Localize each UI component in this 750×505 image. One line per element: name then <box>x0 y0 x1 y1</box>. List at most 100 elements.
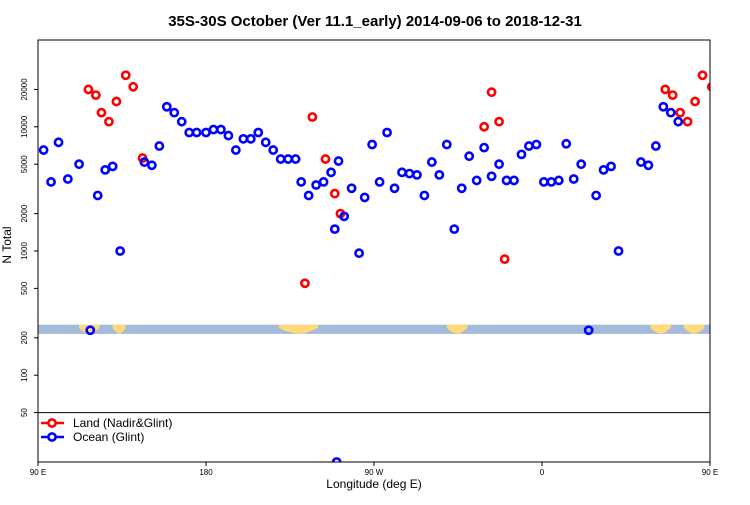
point-ocean-glint <box>268 145 279 155</box>
point-ocean-glint <box>389 183 400 194</box>
point-ocean-glint <box>290 154 301 164</box>
y-tick-label: 2000 <box>20 204 29 222</box>
ocean-band <box>38 324 710 334</box>
point-ocean-glint <box>434 169 445 180</box>
x-axis-label: Longitude (deg E) <box>326 477 421 491</box>
x-tick-label: 90 W <box>365 468 384 477</box>
point-ocean-glint <box>115 246 126 256</box>
point-ocean-glint <box>311 180 322 190</box>
land-segment <box>278 324 318 334</box>
point-ocean-glint <box>107 161 118 172</box>
point-ocean-glint <box>184 127 195 138</box>
point-ocean-glint <box>339 211 350 222</box>
point-ocean-glint <box>382 127 392 138</box>
point-ocean-glint <box>223 130 234 141</box>
point-ocean-glint <box>449 224 460 235</box>
point-land-nadir-glint <box>486 87 497 98</box>
point-ocean-glint <box>598 164 609 175</box>
point-ocean-glint <box>201 127 211 138</box>
point-ocean-glint <box>62 174 73 184</box>
point-ocean-glint <box>253 127 264 138</box>
x-tick-label: 90 E <box>30 468 46 477</box>
point-ocean-glint <box>359 192 370 203</box>
point-ocean-glint <box>494 159 504 170</box>
x-tick-label: 0 <box>540 468 545 477</box>
point-ocean-glint <box>100 164 111 175</box>
point-ocean-glint <box>426 157 437 167</box>
point-ocean-glint <box>326 167 336 178</box>
point-ocean-glint <box>283 154 294 164</box>
point-land-nadir-glint <box>300 278 310 289</box>
point-land-nadir-glint <box>120 70 131 81</box>
point-ocean-glint <box>53 137 64 148</box>
point-land-nadir-glint <box>96 107 107 118</box>
point-ocean-glint <box>546 177 557 187</box>
land-segment <box>683 324 705 334</box>
point-ocean-glint <box>658 101 669 112</box>
point-land-nadir-glint <box>682 116 693 127</box>
point-ocean-glint <box>260 137 271 148</box>
point-ocean-glint <box>176 116 187 127</box>
point-land-nadir-glint <box>128 81 139 92</box>
point-ocean-glint <box>354 248 364 259</box>
point-ocean-glint <box>169 107 180 118</box>
point-ocean-glint <box>456 183 467 194</box>
land-segment <box>446 324 468 334</box>
point-ocean-glint <box>85 325 96 336</box>
point-land-nadir-glint <box>329 188 340 199</box>
point-ocean-glint <box>561 138 572 149</box>
y-tick-label: 1000 <box>20 242 29 260</box>
y-axis: 50 100 200 500 1000 2000 5000 10000 20000 <box>20 78 38 417</box>
legend-marker <box>47 432 57 442</box>
point-ocean-glint <box>216 124 226 135</box>
point-ocean-glint <box>275 154 286 164</box>
point-ocean-glint <box>367 139 378 150</box>
legend-label: Ocean (Glint) <box>73 430 144 444</box>
point-ocean-glint <box>531 139 542 150</box>
land-segment <box>650 324 671 334</box>
point-land-nadir-glint <box>675 107 686 118</box>
point-ocean-glint <box>74 159 84 170</box>
point-ocean-glint <box>296 177 307 187</box>
point-ocean-glint <box>208 124 219 135</box>
point-ocean-glint <box>524 141 534 151</box>
legend: Land (Nadir&Glint)Ocean (Glint) <box>41 416 172 444</box>
point-land-nadir-glint <box>479 121 490 132</box>
point-ocean-glint <box>333 156 344 166</box>
x-tick-label: 90 E <box>702 468 718 477</box>
y-tick-label: 500 <box>20 281 29 295</box>
point-ocean-glint <box>161 101 172 112</box>
point-ocean-glint <box>191 127 202 138</box>
point-ocean-glint <box>318 177 329 187</box>
point-ocean-glint <box>230 145 241 155</box>
point-ocean-glint <box>146 160 157 171</box>
y-tick-label: 10000 <box>20 115 29 138</box>
point-ocean-glint <box>486 171 497 182</box>
point-ocean-glint <box>538 177 549 187</box>
point-ocean-glint <box>576 159 587 170</box>
point-land-nadir-glint <box>494 116 504 127</box>
land-ocean-band <box>38 324 710 334</box>
point-ocean-glint <box>501 175 512 186</box>
point-land-nadir-glint <box>307 112 318 122</box>
point-ocean-glint <box>553 175 564 186</box>
point-ocean-glint <box>643 160 654 171</box>
point-land-nadir-glint <box>716 154 723 161</box>
point-land-nadir-glint <box>697 70 708 81</box>
data-points <box>38 70 723 462</box>
y-tick-label: 5000 <box>20 155 29 173</box>
point-ocean-glint <box>245 133 256 144</box>
legend-label: Land (Nadir&Glint) <box>73 416 172 430</box>
point-ocean-glint <box>441 139 452 150</box>
point-ocean-glint <box>665 107 676 118</box>
point-ocean-glint <box>516 149 527 160</box>
point-ocean-glint <box>46 177 56 187</box>
point-ocean-glint <box>397 167 407 178</box>
point-ocean-glint <box>419 190 430 201</box>
chart-title: 35S-30S October (Ver 11.1_early) 2014-09… <box>168 13 582 30</box>
point-ocean-glint <box>154 141 165 151</box>
point-ocean-glint <box>329 224 340 235</box>
point-land-nadir-glint <box>83 84 94 95</box>
